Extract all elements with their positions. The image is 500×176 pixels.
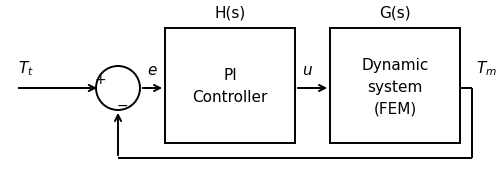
Bar — [165, 28, 295, 143]
Text: Dynamic: Dynamic — [362, 58, 428, 73]
Text: PI: PI — [223, 68, 237, 83]
Text: system: system — [368, 80, 422, 95]
Text: $e$: $e$ — [146, 64, 158, 78]
Text: $T_m$: $T_m$ — [476, 59, 497, 78]
Text: −: − — [116, 99, 128, 113]
Text: +: + — [94, 73, 106, 87]
Text: H(s): H(s) — [214, 5, 246, 20]
Text: Controller: Controller — [192, 90, 268, 105]
Text: (FEM): (FEM) — [374, 102, 416, 117]
Bar — [330, 28, 460, 143]
Text: G(s): G(s) — [379, 5, 411, 20]
Text: $T_t$: $T_t$ — [18, 59, 34, 78]
Text: $u$: $u$ — [302, 64, 312, 78]
